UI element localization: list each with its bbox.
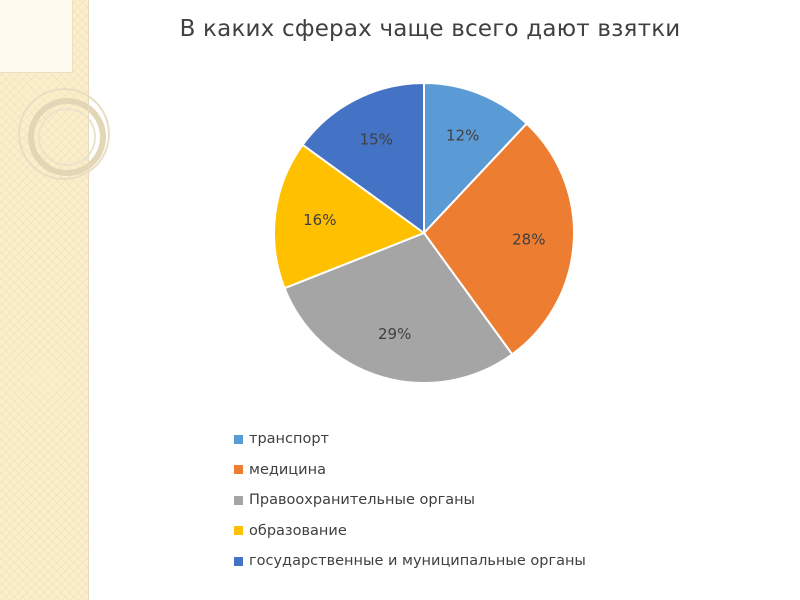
pie-slice-0 <box>423 81 529 236</box>
data-label-2: 29% <box>378 325 411 343</box>
legend-swatch-3 <box>234 526 243 536</box>
legend-label-1: медицина <box>249 461 326 478</box>
data-label-1: 28% <box>512 231 545 249</box>
pie-slice-3 <box>273 143 427 290</box>
decorative-square <box>0 0 73 73</box>
pie-slice-4 <box>301 81 425 235</box>
chart-legend: транспорт медицина Правоохранительные орга… <box>234 424 586 577</box>
legend-item-0: транспорт <box>234 424 586 455</box>
legend-label-4: государственные и муниципальные органы <box>249 553 586 570</box>
pie-slice-1 <box>422 122 575 356</box>
decorative-ring <box>28 98 106 176</box>
data-label-0: 12% <box>446 126 479 144</box>
chart-title: В каких сферах чаще всего дают взятки <box>179 16 681 42</box>
decorative-ring-outer <box>18 88 110 180</box>
legend-label-3: образование <box>249 522 347 539</box>
data-label-4: 15% <box>360 130 393 148</box>
legend-label-0: транспорт <box>249 431 329 448</box>
pie-slice-2 <box>283 231 514 384</box>
legend-item-3: образование <box>234 516 586 547</box>
data-label-3: 16% <box>303 211 336 229</box>
legend-swatch-1 <box>234 465 243 475</box>
legend-item-2: Правоохранительные органы <box>234 485 586 516</box>
decorative-side-strip <box>0 0 110 600</box>
legend-swatch-0 <box>234 434 243 444</box>
decorative-strip-edge <box>88 0 89 600</box>
legend-swatch-4 <box>234 556 243 566</box>
decorative-ring-inner <box>38 108 96 166</box>
legend-swatch-2 <box>234 495 243 505</box>
legend-item-1: медицина <box>234 455 586 486</box>
legend-item-4: государственные и муниципальные органы <box>234 546 586 577</box>
legend-label-2: Правоохранительные органы <box>249 492 476 509</box>
